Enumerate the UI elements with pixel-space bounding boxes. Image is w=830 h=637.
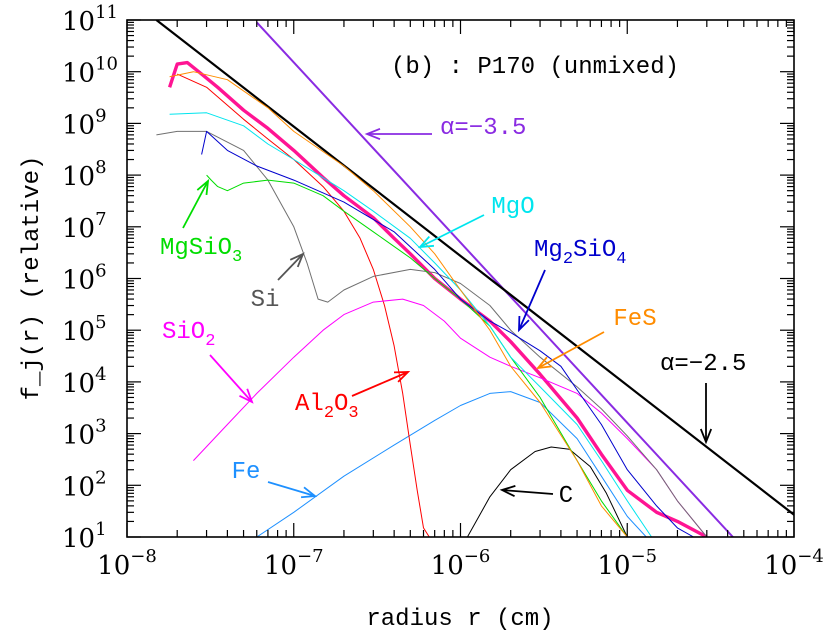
arrowhead-icon [699, 428, 713, 445]
annotation-label: C [559, 483, 573, 510]
ticks-layer: 10−8 10−7 10−6 10−5 10−4 101 102 103 104 105 106 10… [62, 2, 824, 581]
annotation-arrow [351, 371, 409, 397]
annotation-label: Mg2SiO4 [534, 237, 626, 269]
annotation-arrow [518, 269, 546, 331]
arrowhead-icon [239, 388, 254, 404]
y-tick-label: 1010 [62, 54, 118, 89]
x-tick-label: 10−5 [597, 546, 657, 581]
series-mgo [169, 112, 653, 537]
series-alpha-3-5 [256, 21, 734, 537]
arrowhead-icon [393, 371, 411, 383]
annotation-arrow [182, 180, 209, 229]
y-tick-label: 104 [62, 364, 107, 399]
x-tick-label: 10−8 [97, 546, 157, 581]
y-tick-label: 101 [62, 519, 107, 554]
series-total [167, 60, 708, 537]
series-c [466, 446, 628, 537]
arrowhead-icon [300, 486, 318, 499]
annotation-label: MgO [491, 194, 534, 221]
arrowhead-icon [518, 315, 530, 333]
series-layer [155, 20, 794, 537]
annotations-layer: α=−3.5 α=−2.5 C Fe Si MgO MgSiO3 SiO2 Al2O3 Mg2Si… [160, 115, 746, 510]
series-sio2 [193, 298, 708, 537]
series-fes [169, 71, 628, 537]
annotation-arrow [277, 253, 304, 281]
arrowhead-icon [535, 356, 553, 370]
annotation-arrow [501, 489, 554, 495]
x-tick-label: 10−7 [264, 546, 324, 581]
y-tick-label: 106 [62, 261, 107, 296]
arrowhead-icon [364, 127, 381, 141]
series-mgsio3 [206, 174, 628, 537]
y-tick-label: 102 [62, 467, 107, 502]
annotation-arrow [209, 354, 253, 403]
y-tick-label: 105 [62, 312, 107, 347]
chart-title: (b) : P170 (unmixed) [391, 54, 679, 81]
arrowhead-icon [499, 484, 516, 498]
y-tick-label: 108 [62, 157, 107, 192]
y-tick-label: 1011 [62, 2, 118, 37]
arrowhead-icon [417, 235, 435, 249]
y-tick-label: 107 [62, 209, 107, 244]
series-si [156, 130, 708, 537]
annotation-label: SiO2 [162, 319, 215, 351]
annotation-label: FeS [613, 306, 656, 333]
annotation-arrow [267, 481, 316, 497]
annotation-label: Fe [232, 459, 261, 486]
y-tick-label: 109 [62, 105, 107, 140]
y-axis-label: f_j(r) (relative) [19, 156, 46, 401]
y-tick-label: 103 [62, 416, 107, 451]
arrowhead-icon [289, 252, 305, 268]
series-alpha-2-5 [155, 20, 794, 516]
annotation-label: Si [251, 287, 280, 314]
annotation-arrow [537, 331, 605, 369]
annotation-label: α=−2.5 [660, 351, 746, 378]
arrowhead-icon [196, 178, 210, 196]
series-al2o3 [176, 73, 430, 537]
x-tick-label: 10−4 [764, 546, 824, 581]
annotation-label: α=−3.5 [440, 115, 526, 142]
series-fe [256, 391, 647, 537]
annotation-label: MgSiO3 [160, 235, 242, 267]
series-mg2sio4 [201, 130, 694, 537]
x-tick-label: 10−6 [431, 546, 491, 581]
x-axis-label: radius r (cm) [366, 606, 553, 633]
annotation-label: Al2O3 [295, 391, 359, 423]
annotation-arrow [419, 214, 485, 248]
